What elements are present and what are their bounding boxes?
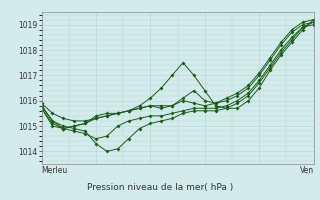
Text: Ven: Ven (300, 166, 314, 175)
Text: Merleu: Merleu (42, 166, 68, 175)
Text: Pression niveau de la mer( hPa ): Pression niveau de la mer( hPa ) (87, 183, 233, 192)
